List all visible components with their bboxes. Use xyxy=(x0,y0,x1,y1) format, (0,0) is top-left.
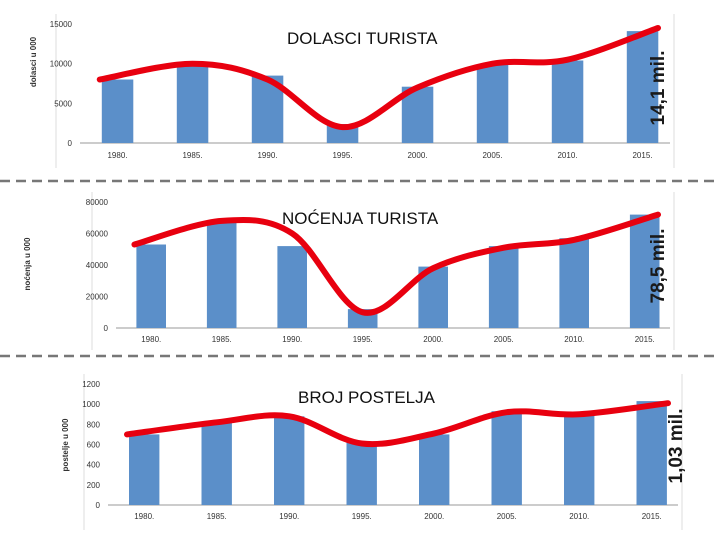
x-tick-label: 1995. xyxy=(353,335,373,344)
chart-panel: 0 200 400 600 800 1000 1200 1980. 1985. 1990. 199… xyxy=(61,374,687,530)
x-tick-label: 1985. xyxy=(212,335,232,344)
x-tick-label: 1985. xyxy=(182,151,202,160)
bar xyxy=(176,63,209,144)
bar xyxy=(476,64,509,143)
y-axis-ticks: 0 200 400 600 800 1000 1200 xyxy=(82,380,100,510)
bar xyxy=(136,244,166,328)
y-tick-label: 15000 xyxy=(50,20,73,29)
total-label: 78,5 mil. xyxy=(648,229,669,304)
bar xyxy=(488,246,519,328)
x-axis-ticks: 1980. 1985. 1990. 1995. 2000. 2005. 2010. 2015. xyxy=(141,335,655,344)
chart-panel: 0 20000 40000 60000 80000 1980. 1985. 1990. 199… xyxy=(23,192,675,350)
y-axis-ticks: 0 5000 10000 15000 xyxy=(50,20,73,148)
bar xyxy=(206,220,237,328)
y-axis-label: dolasci u 000 xyxy=(29,36,38,87)
bar xyxy=(551,60,584,143)
x-axis-ticks: 1980. 1985. 1990. 1995. 2000. 2005. 2010. 2015. xyxy=(134,512,662,521)
chart-title: DOLASCI TURISTA xyxy=(287,29,438,48)
x-tick-label: 2010. xyxy=(564,335,584,344)
y-tick-label: 5000 xyxy=(54,99,72,108)
y-tick-label: 600 xyxy=(87,441,101,450)
x-tick-label: 1990. xyxy=(282,335,302,344)
x-tick-label: 2005. xyxy=(497,512,517,521)
bar xyxy=(274,416,305,505)
x-tick-label: 1980. xyxy=(141,335,161,344)
y-tick-label: 60000 xyxy=(86,230,109,239)
y-tick-label: 400 xyxy=(87,461,101,470)
x-tick-label: 1990. xyxy=(257,151,277,160)
trend-line xyxy=(131,211,661,316)
bar xyxy=(636,401,667,505)
bar-series xyxy=(136,214,660,328)
x-tick-label: 2015. xyxy=(642,512,662,521)
x-tick-label: 2000. xyxy=(423,335,443,344)
bar xyxy=(201,422,232,505)
bar xyxy=(346,442,377,505)
x-tick-label: 2010. xyxy=(557,151,577,160)
bar xyxy=(101,79,134,143)
bar xyxy=(419,434,450,505)
trend-line xyxy=(96,25,661,131)
x-tick-label: 2015. xyxy=(635,335,655,344)
y-tick-label: 1000 xyxy=(82,400,100,409)
chart-panel: 0 5000 10000 15000 1980. 1985. 1990. 1995. 2000… xyxy=(29,14,675,168)
y-tick-label: 800 xyxy=(87,420,101,429)
y-tick-label: 80000 xyxy=(86,198,109,207)
bar-series xyxy=(129,401,667,506)
x-tick-label: 2015. xyxy=(632,151,652,160)
y-tick-label: 10000 xyxy=(50,60,73,69)
chart-title: NOĆENJA TURISTA xyxy=(282,209,439,228)
y-tick-label: 0 xyxy=(104,324,109,333)
chart-title: BROJ POSTELJA xyxy=(298,388,436,407)
bar xyxy=(129,434,160,505)
x-tick-label: 1995. xyxy=(332,151,352,160)
y-tick-label: 1200 xyxy=(82,380,100,389)
x-tick-label: 1980. xyxy=(134,512,154,521)
y-axis-label: noćenja u 000 xyxy=(23,237,32,290)
x-tick-label: 1985. xyxy=(207,512,227,521)
x-tick-label: 2010. xyxy=(569,512,589,521)
y-axis-label: postelje u 000 xyxy=(61,418,70,471)
x-axis-ticks: 1980. 1985. 1990. 1995. 2000. 2005. 2010. 2015. xyxy=(107,151,652,160)
x-tick-label: 2000. xyxy=(407,151,427,160)
trend-line xyxy=(124,400,671,448)
y-tick-label: 20000 xyxy=(86,293,109,302)
bar-series xyxy=(101,31,659,144)
y-tick-label: 200 xyxy=(87,481,101,490)
total-label: 14,1 mil. xyxy=(648,51,669,126)
bar xyxy=(564,414,595,506)
x-tick-label: 1995. xyxy=(352,512,372,521)
x-tick-label: 2000. xyxy=(424,512,444,521)
x-tick-label: 2005. xyxy=(482,151,502,160)
total-label: 1,03 mil. xyxy=(666,409,687,484)
y-tick-label: 40000 xyxy=(86,261,109,270)
x-tick-label: 1980. xyxy=(107,151,127,160)
y-tick-label: 0 xyxy=(96,501,101,510)
bar xyxy=(629,214,660,328)
x-tick-label: 2005. xyxy=(494,335,514,344)
bar xyxy=(559,238,589,328)
bar xyxy=(491,411,522,505)
bar xyxy=(626,31,659,144)
y-tick-label: 0 xyxy=(68,139,73,148)
x-tick-label: 1990. xyxy=(279,512,299,521)
bar xyxy=(277,246,307,328)
y-axis-ticks: 0 20000 40000 60000 80000 xyxy=(86,198,109,333)
